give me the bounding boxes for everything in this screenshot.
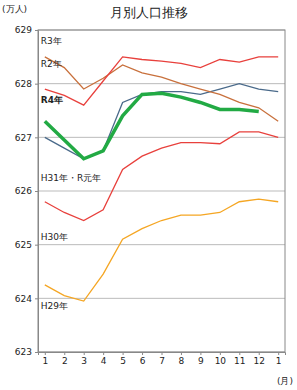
x-tick: 1 <box>276 352 282 366</box>
x-tick: 4 <box>101 352 107 366</box>
x-tick-label: 4 <box>101 356 107 366</box>
x-tick-mark <box>45 352 46 355</box>
series-line <box>45 93 259 158</box>
y-tick-mark <box>35 298 38 299</box>
y-axis: 623 624 625 626 627 628 629 <box>15 25 39 357</box>
series-label: H29年 <box>41 301 68 311</box>
y-tick-label: 624 <box>15 294 32 304</box>
chart: 月別人口推移(万人)(月)623624625626627628629123456… <box>0 0 297 390</box>
series-label: R2年 <box>41 59 62 69</box>
x-tick: 2 <box>62 352 68 366</box>
x-tick-mark <box>123 352 124 355</box>
x-tick: 6 <box>140 352 146 366</box>
x-tick-mark <box>84 352 85 355</box>
series-label: H31年・R元年 <box>41 173 101 183</box>
x-tick-label: 8 <box>179 356 185 366</box>
x-axis-title: (月) <box>277 376 293 386</box>
y-tick: 626 <box>15 186 38 196</box>
series-label: R4年 <box>41 95 63 105</box>
x-tick: 12 <box>254 352 265 366</box>
y-tick-label: 626 <box>15 186 32 196</box>
x-tick-label: 6 <box>140 356 146 366</box>
x-tick: 10 <box>215 352 227 366</box>
x-tick: 5 <box>120 352 126 366</box>
x-tick-label: 7 <box>159 356 165 366</box>
series-labels: R3年 R2年 R4年 H31年・R元年 H30年 H29年 <box>41 36 101 311</box>
y-tick: 625 <box>15 240 38 250</box>
y-tick: 623 <box>15 347 38 357</box>
x-tick-label: 2 <box>62 356 68 366</box>
x-tick-mark <box>200 352 201 355</box>
x-tick-mark <box>220 352 221 355</box>
y-tick-label: 628 <box>15 79 32 89</box>
x-tick-label: 5 <box>120 356 126 366</box>
series-label: R3年 <box>41 36 62 46</box>
y-tick-label: 629 <box>15 25 32 35</box>
y-tick-mark <box>35 191 38 192</box>
x-tick: 7 <box>159 352 165 366</box>
x-tick-mark <box>142 352 143 355</box>
x-tick: 1 <box>42 352 48 366</box>
series-line <box>45 57 278 105</box>
y-tick-label: 623 <box>15 347 32 357</box>
grid-line <box>38 244 285 245</box>
plot-frame <box>38 30 285 352</box>
y-tick-mark <box>35 245 38 246</box>
x-tick-label: 3 <box>81 356 87 366</box>
x-tick-mark <box>103 352 104 355</box>
x-tick-label: 1 <box>276 356 282 366</box>
x-tick: 3 <box>81 352 87 366</box>
x-tick: 8 <box>179 352 185 366</box>
y-tick-label: 627 <box>15 133 32 143</box>
x-tick-mark <box>278 352 279 355</box>
grid-line <box>38 83 285 84</box>
grid-line <box>38 137 285 138</box>
y-axis-line <box>35 31 39 353</box>
x-tick-mark <box>162 352 163 355</box>
x-axis: 1234567891011121 <box>39 352 286 366</box>
x-axis-line <box>39 353 286 356</box>
x-tick-mark <box>259 352 260 355</box>
y-tick: 624 <box>15 294 38 304</box>
y-tick-mark <box>35 352 38 353</box>
y-tick: 629 <box>15 25 38 35</box>
y-tick: 627 <box>15 133 38 143</box>
x-tick-label: 1 <box>42 356 48 366</box>
x-tick-label: 10 <box>215 356 227 366</box>
x-tick-mark <box>181 352 182 355</box>
x-tick: 11 <box>234 352 245 366</box>
x-tick-label: 12 <box>254 356 265 366</box>
grid <box>38 30 285 352</box>
x-tick-label: 11 <box>234 356 245 366</box>
series-line <box>45 84 278 159</box>
y-tick-mark <box>35 137 38 138</box>
grid-line <box>38 191 285 192</box>
y-tick-label: 625 <box>15 240 32 250</box>
x-tick: 9 <box>198 352 204 366</box>
y-tick: 628 <box>15 79 38 89</box>
title: 月別人口推移 <box>110 5 188 20</box>
y-tick-mark <box>35 30 38 31</box>
x-tick-label: 9 <box>198 356 204 366</box>
x-tick-mark <box>239 352 240 355</box>
x-tick-mark <box>64 352 65 355</box>
series-line <box>45 199 278 301</box>
y-tick-mark <box>35 84 38 85</box>
y-axis-title: (万人) <box>2 4 27 14</box>
series-label: H30年 <box>41 232 68 242</box>
